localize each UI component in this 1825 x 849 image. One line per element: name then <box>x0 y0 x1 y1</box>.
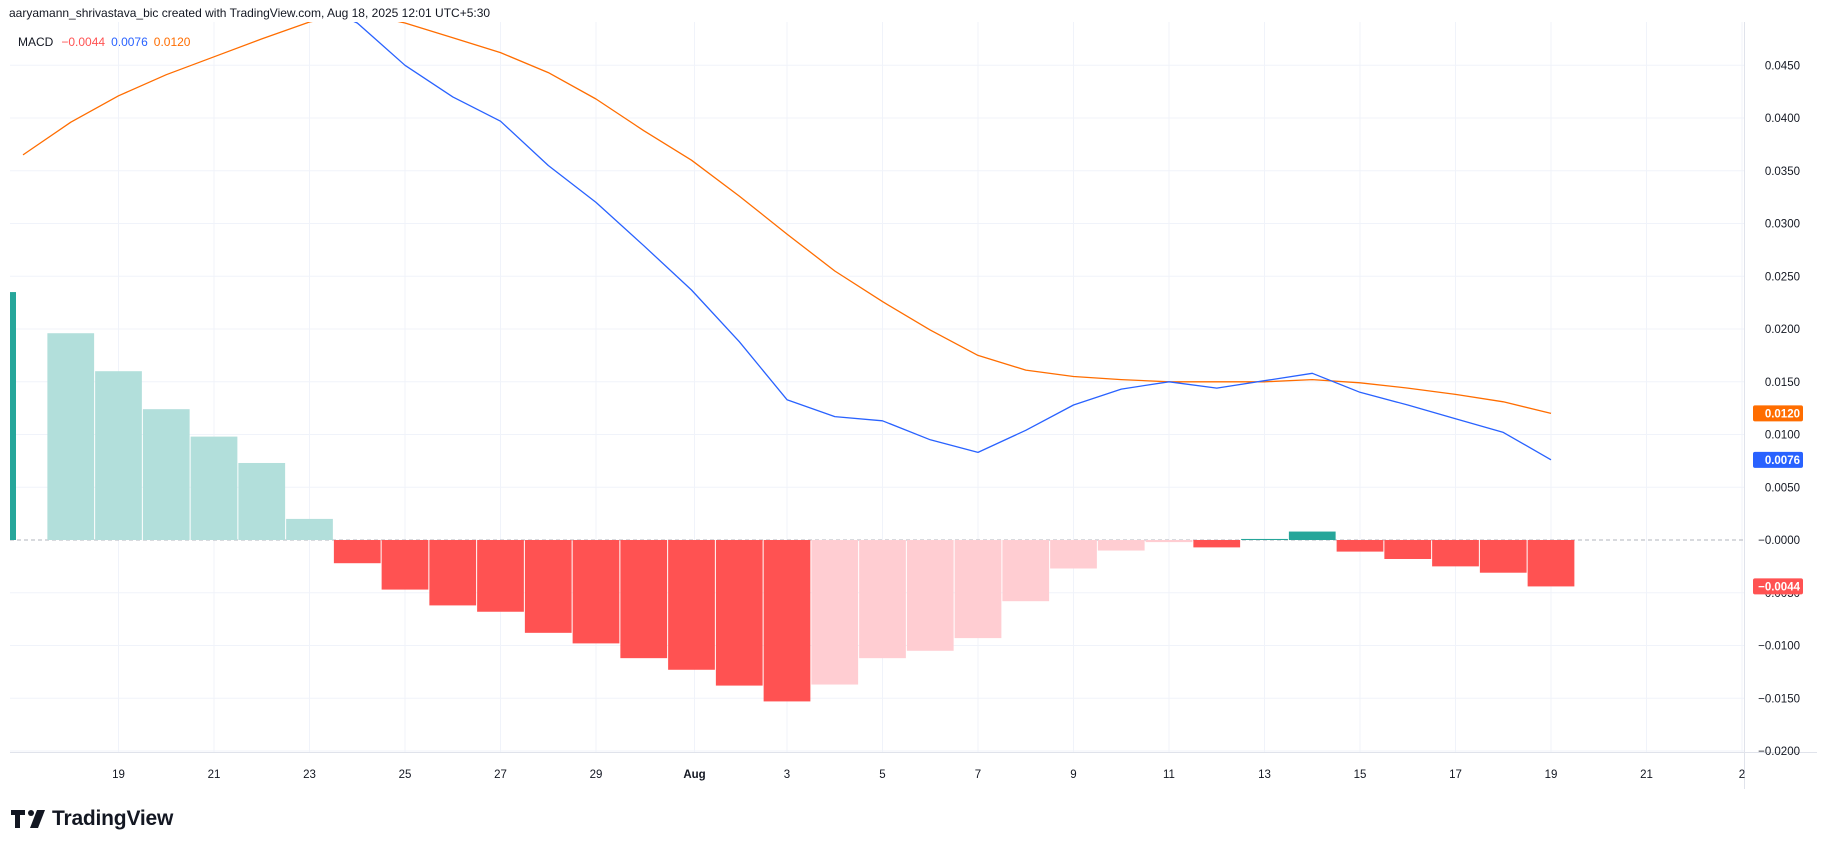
indicator-name: MACD <box>18 35 54 49</box>
histogram-bar <box>524 540 572 633</box>
signal-last-value-badge <box>1753 405 1803 422</box>
histogram-bar <box>1336 540 1384 552</box>
histogram-bar <box>859 540 906 659</box>
histogram-bar <box>238 462 286 540</box>
macd-chart[interactable]: 0.0450 0.0400 0.0350 0.0300 0.0250 0.0200 0.01… <box>0 0 1825 800</box>
price-axis[interactable]: 0.0450 0.0400 0.0350 0.0300 0.0250 0.0200 0.01… <box>1758 60 1800 758</box>
histogram-bar <box>1097 540 1145 551</box>
x-tick-label: 27 <box>494 769 507 781</box>
y-tick-label: 0.0400 <box>1765 113 1800 125</box>
x-tick-label: 21 <box>1640 769 1653 781</box>
legend-histogram-value: −0.0044 <box>61 35 106 49</box>
histogram-bar <box>906 540 954 651</box>
macd-line <box>353 22 1552 461</box>
y-tick-label: 0.0450 <box>1765 60 1800 72</box>
y-tick-label: −0.0150 <box>1758 693 1800 705</box>
signal-line <box>22 22 1552 415</box>
y-tick-label: −0.0200 <box>1758 746 1800 758</box>
histogram-bar <box>1432 540 1479 567</box>
tradingview-brand[interactable]: TradingView <box>11 807 173 831</box>
time-scale-divider <box>10 752 1817 753</box>
x-tick-label: 19 <box>112 769 125 781</box>
histogram-series <box>10 292 1575 702</box>
histogram-bar <box>1479 540 1527 573</box>
x-tick-label: Aug <box>683 769 705 781</box>
histogram-bar <box>333 540 381 564</box>
x-tick-label: 11 <box>1163 769 1175 781</box>
tradingview-logo-icon <box>11 810 45 828</box>
x-tick-label: 7 <box>975 769 981 781</box>
histogram-bar <box>1384 540 1432 559</box>
x-tick-label: 9 <box>1070 769 1076 781</box>
y-tick-label: −0.0000 <box>1758 535 1800 547</box>
histogram-bar <box>1241 538 1288 540</box>
x-tick-label: 3 <box>784 769 790 781</box>
histogram-bar <box>1527 540 1575 587</box>
macd-last-value-badge <box>1753 451 1803 468</box>
x-tick-label: 15 <box>1354 769 1367 781</box>
x-tick-label: 25 <box>399 769 412 781</box>
histogram-bar <box>954 540 1002 639</box>
histogram-bar <box>190 436 238 540</box>
histogram-bar <box>477 540 524 612</box>
histogram-bar <box>620 540 668 659</box>
y-tick-label: −0.0100 <box>1758 641 1800 653</box>
brand-name: TradingView <box>52 807 174 830</box>
chart-attribution: aaryamann_shrivastava_bic created with T… <box>9 6 491 20</box>
x-tick-label: 2 <box>1739 769 1745 781</box>
line-series <box>22 22 1552 461</box>
signal-last-value-label: 0.0120 <box>1765 408 1800 420</box>
histogram-bar <box>381 540 429 590</box>
histogram-bar <box>286 518 333 540</box>
macd-last-value-label: 0.0076 <box>1765 455 1800 467</box>
time-axis[interactable]: 19 21 23 25 27 29 Aug 3 5 7 9 11 13 15 17 19 21 2 <box>112 769 1745 781</box>
y-tick-label: 0.0350 <box>1765 166 1800 178</box>
histogram-bar <box>47 333 95 540</box>
x-tick-label: 23 <box>303 769 316 781</box>
legend-signal-value: 0.0120 <box>153 35 191 49</box>
histogram-last-value-label: −0.0044 <box>1758 581 1800 593</box>
histogram-bar <box>1002 540 1050 602</box>
grid <box>10 22 1744 752</box>
histogram-bar <box>811 540 859 685</box>
price-scale-divider <box>1744 22 1745 789</box>
x-tick-label: 21 <box>208 769 221 781</box>
histogram-bar <box>715 540 763 686</box>
x-tick-label: 13 <box>1258 769 1271 781</box>
y-tick-label: 0.0100 <box>1765 430 1800 442</box>
histogram-bar <box>429 540 477 606</box>
legend-macd-value: 0.0076 <box>111 35 148 49</box>
x-tick-label: 29 <box>590 769 603 781</box>
histogram-last-value-badge <box>1753 578 1803 595</box>
x-tick-label: 17 <box>1449 769 1462 781</box>
histogram-bar <box>763 540 811 702</box>
histogram-bar <box>572 540 620 644</box>
x-tick-label: 5 <box>879 769 885 781</box>
y-tick-label: 0.0200 <box>1765 324 1800 336</box>
y-tick-label: 0.0250 <box>1765 271 1800 283</box>
y-tick-label: 0.0150 <box>1765 377 1800 389</box>
y-tick-label: 0.0050 <box>1765 482 1800 494</box>
last-value-badges: 0.0120 0.0076 −0.0044 <box>1753 405 1803 595</box>
histogram-bar <box>1050 540 1097 569</box>
histogram-bar <box>1145 540 1193 543</box>
histogram-bar <box>1193 540 1241 548</box>
histogram-bar <box>10 292 16 540</box>
histogram-bar <box>95 371 142 540</box>
indicator-legend[interactable]: MACD −0.0044 0.0076 0.0120 <box>18 35 190 49</box>
histogram-bar <box>1288 531 1336 540</box>
histogram-bar <box>142 409 190 540</box>
x-tick-label: 19 <box>1545 769 1558 781</box>
histogram-bar <box>668 540 715 670</box>
y-tick-label: 0.0300 <box>1765 219 1800 231</box>
